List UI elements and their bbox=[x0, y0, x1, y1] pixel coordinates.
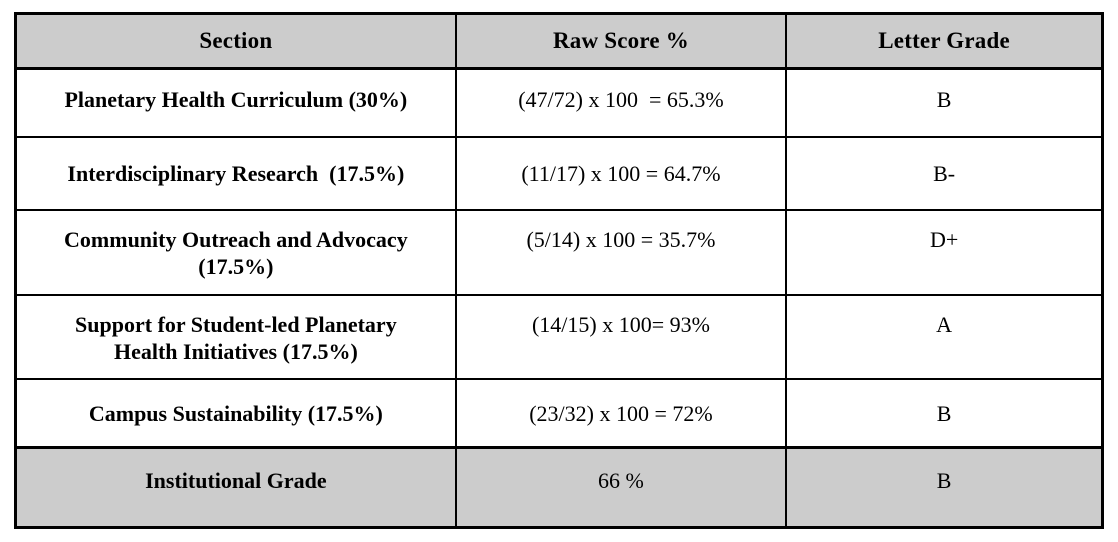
section-cell: Support for Student-led Planetary Health… bbox=[14, 293, 457, 380]
table-footer-row: Institutional Grade 66 % B bbox=[14, 446, 1104, 529]
grade-cell: B bbox=[785, 67, 1104, 138]
section-cell: Community Outreach and Advocacy (17.5%) bbox=[14, 208, 457, 296]
section-cell: Interdisciplinary Research (17.5%) bbox=[14, 135, 457, 211]
grade-cell: D+ bbox=[785, 208, 1104, 296]
table-row: Support for Student-led Planetary Health… bbox=[14, 293, 1104, 380]
table-row: Community Outreach and Advocacy (17.5%) … bbox=[14, 208, 1104, 296]
score-cell: (11/17) x 100 = 64.7% bbox=[454, 135, 788, 211]
section-cell: Campus Sustainability (17.5%) bbox=[14, 377, 457, 449]
score-cell: (5/14) x 100 = 35.7% bbox=[454, 208, 788, 296]
score-cell: (14/15) x 100= 93% bbox=[454, 293, 788, 380]
column-header-letter-grade: Letter Grade bbox=[785, 12, 1104, 70]
grade-cell: A bbox=[785, 293, 1104, 380]
footer-institutional-grade-label: Institutional Grade bbox=[14, 446, 457, 529]
grade-cell: B bbox=[785, 377, 1104, 449]
table-row: Interdisciplinary Research (17.5%) (11/1… bbox=[14, 135, 1104, 211]
score-cell: (47/72) x 100 = 65.3% bbox=[454, 67, 788, 138]
table-row: Planetary Health Curriculum (30%) (47/72… bbox=[14, 67, 1104, 138]
grade-cell: B- bbox=[785, 135, 1104, 211]
score-cell: (23/32) x 100 = 72% bbox=[454, 377, 788, 449]
column-header-section: Section bbox=[14, 12, 457, 70]
column-header-raw-score: Raw Score % bbox=[454, 12, 788, 70]
table-header-row: Section Raw Score % Letter Grade bbox=[14, 12, 1104, 70]
section-cell: Planetary Health Curriculum (30%) bbox=[14, 67, 457, 138]
table-row: Campus Sustainability (17.5%) (23/32) x … bbox=[14, 377, 1104, 449]
footer-overall-score: 66 % bbox=[454, 446, 788, 529]
footer-overall-letter-grade: B bbox=[785, 446, 1104, 529]
grade-table: Section Raw Score % Letter Grade Planeta… bbox=[14, 12, 1104, 529]
